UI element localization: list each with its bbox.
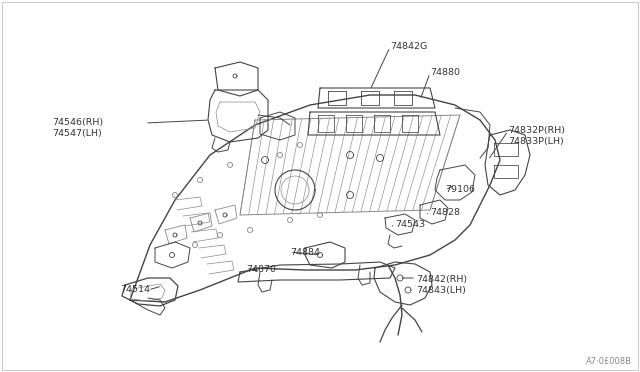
Text: 74514: 74514 xyxy=(120,285,150,294)
Text: 74543: 74543 xyxy=(395,220,425,229)
Text: 74870: 74870 xyxy=(246,265,276,274)
Text: 74547(LH): 74547(LH) xyxy=(52,129,102,138)
Text: A7·0£008B: A7·0£008B xyxy=(586,357,632,366)
Text: 74843(LH): 74843(LH) xyxy=(416,286,466,295)
Text: 74842G: 74842G xyxy=(390,42,428,51)
Text: 74833P(LH): 74833P(LH) xyxy=(508,137,564,146)
Text: 74842(RH): 74842(RH) xyxy=(416,275,467,284)
Text: 74546(RH): 74546(RH) xyxy=(52,118,103,127)
Text: 74880: 74880 xyxy=(430,68,460,77)
Text: 74828: 74828 xyxy=(430,208,460,217)
Text: 79106: 79106 xyxy=(445,185,475,194)
Text: 74832P(RH): 74832P(RH) xyxy=(508,126,565,135)
Text: 74884: 74884 xyxy=(290,248,320,257)
